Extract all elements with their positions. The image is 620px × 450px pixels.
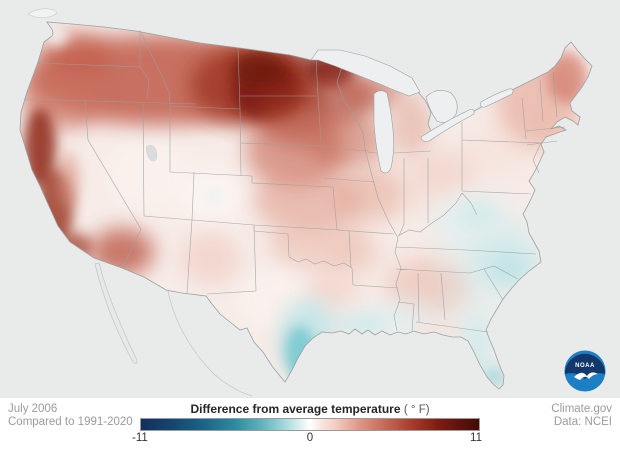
state-borders <box>23 30 566 333</box>
lake-michigan <box>373 90 394 174</box>
tick-min: -11 <box>132 432 148 444</box>
baseline-label: Compared to 1991-2020 <box>8 416 133 428</box>
great-lakes <box>310 49 514 174</box>
noaa-seagull-icon <box>574 372 598 380</box>
legend-units: ( ° F) <box>403 404 430 416</box>
colorbar <box>140 418 480 431</box>
source-data: Data: NCEI <box>553 416 612 428</box>
colorbar-ticks: -11 0 11 <box>132 432 482 446</box>
lake-huron <box>425 89 458 123</box>
tick-max: 11 <box>470 432 482 444</box>
noaa-logo: NOAA <box>564 350 606 392</box>
map-container: NOAA <box>0 0 620 400</box>
legend-title: Difference from average temperature ( ° … <box>140 402 480 416</box>
caption-source: Climate.gov Data: NCEI <box>551 403 612 429</box>
baja-california <box>94 262 138 364</box>
tick-mid: 0 <box>306 432 314 444</box>
lake-superior <box>310 49 421 97</box>
vancouver-island <box>27 8 57 18</box>
legend-title-text: Difference from average temperature <box>190 402 401 416</box>
footer: July 2006 Compared to 1991-2020 Differen… <box>0 398 620 450</box>
legend: Difference from average temperature ( ° … <box>132 402 482 446</box>
noaa-logo-text: NOAA <box>575 363 595 369</box>
mexico-coastline <box>167 290 253 397</box>
great-salt-lake <box>145 145 157 162</box>
period-label: July 2006 <box>8 403 58 415</box>
us-temperature-anomaly-map: NOAA <box>0 0 620 400</box>
noaa-logo-top-shield <box>564 353 606 379</box>
lake-ontario <box>480 88 514 108</box>
lake-erie <box>420 109 475 142</box>
source-site: Climate.gov <box>551 403 612 415</box>
caption-period: July 2006 Compared to 1991-2020 <box>8 403 133 429</box>
